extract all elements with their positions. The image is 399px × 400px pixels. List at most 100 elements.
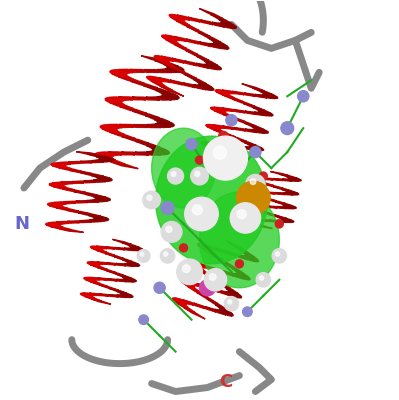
Circle shape [281,122,294,134]
Polygon shape [113,239,132,244]
Polygon shape [121,152,149,155]
Polygon shape [245,207,261,211]
Polygon shape [242,84,265,91]
Polygon shape [154,56,170,63]
Polygon shape [52,163,71,165]
Polygon shape [85,277,100,280]
Polygon shape [119,124,148,128]
Circle shape [298,91,309,102]
Polygon shape [261,92,277,98]
Polygon shape [275,192,294,195]
Circle shape [224,296,239,311]
Polygon shape [165,39,187,49]
Polygon shape [244,147,263,150]
Circle shape [259,276,264,280]
Polygon shape [201,20,225,27]
Polygon shape [141,56,168,62]
Polygon shape [98,158,114,161]
Polygon shape [201,264,223,273]
Polygon shape [288,178,301,181]
Polygon shape [127,262,140,266]
Polygon shape [56,208,79,211]
Circle shape [227,300,232,304]
Polygon shape [255,178,273,180]
Polygon shape [206,125,221,130]
Polygon shape [97,250,115,255]
Polygon shape [116,264,134,266]
Polygon shape [270,172,290,176]
Polygon shape [158,78,182,85]
Polygon shape [214,110,235,117]
Polygon shape [192,266,211,276]
Polygon shape [183,300,205,308]
Polygon shape [107,271,126,276]
Polygon shape [121,294,133,297]
Polygon shape [97,178,112,180]
Polygon shape [252,129,268,133]
Polygon shape [233,110,257,114]
Polygon shape [208,287,230,296]
Polygon shape [170,14,190,20]
Polygon shape [207,127,226,133]
Ellipse shape [156,136,267,264]
Polygon shape [197,292,218,304]
Polygon shape [199,8,223,19]
Polygon shape [232,91,256,96]
Polygon shape [204,250,224,261]
Polygon shape [282,219,294,222]
Polygon shape [214,149,237,157]
Polygon shape [147,78,164,86]
Polygon shape [190,262,205,271]
Polygon shape [233,119,256,126]
Polygon shape [194,303,216,312]
Circle shape [185,197,218,231]
Polygon shape [282,204,296,208]
Polygon shape [99,152,122,156]
Polygon shape [51,164,66,166]
Polygon shape [81,294,95,298]
Polygon shape [109,97,133,100]
Polygon shape [250,194,267,198]
Polygon shape [93,179,111,182]
Polygon shape [97,278,117,281]
Polygon shape [145,116,170,122]
Polygon shape [207,299,227,310]
Polygon shape [96,246,115,249]
Polygon shape [172,68,197,78]
Polygon shape [256,192,275,194]
Polygon shape [199,83,214,90]
Polygon shape [95,153,114,157]
Polygon shape [199,246,215,255]
Polygon shape [226,288,241,297]
Polygon shape [243,255,259,262]
Polygon shape [209,44,228,49]
Polygon shape [56,222,79,223]
Polygon shape [172,299,188,308]
Polygon shape [135,141,161,148]
Polygon shape [53,187,75,190]
Polygon shape [130,81,158,88]
Polygon shape [213,107,234,112]
Polygon shape [244,142,263,149]
Circle shape [140,252,144,256]
Circle shape [246,174,265,194]
Polygon shape [89,293,109,296]
Polygon shape [151,81,173,90]
Polygon shape [122,260,138,264]
Polygon shape [76,152,100,155]
Polygon shape [237,272,250,280]
Polygon shape [60,182,84,183]
Polygon shape [223,271,244,279]
Polygon shape [237,254,256,262]
Polygon shape [277,206,294,209]
Polygon shape [222,108,245,113]
Polygon shape [69,170,93,174]
Polygon shape [263,184,283,188]
Polygon shape [90,262,107,264]
Polygon shape [122,243,139,248]
Polygon shape [265,192,285,194]
Polygon shape [222,95,244,102]
Polygon shape [201,142,217,146]
Text: C: C [219,372,232,390]
Polygon shape [184,61,209,68]
